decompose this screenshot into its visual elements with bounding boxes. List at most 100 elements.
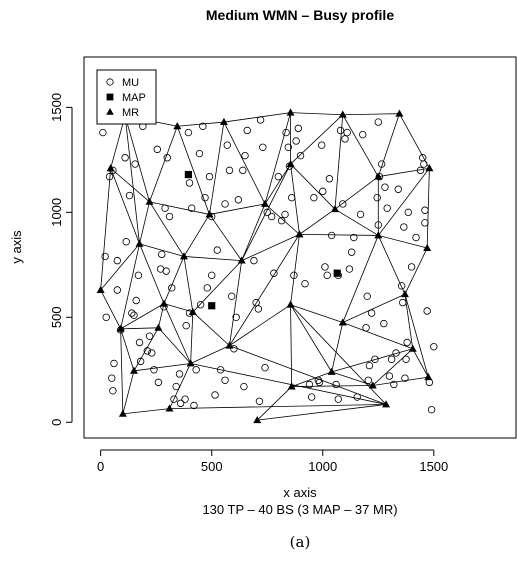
mu-point (255, 397, 264, 405)
mu-point (110, 359, 118, 368)
mesh-link (404, 247, 428, 295)
mesh-link (190, 312, 194, 364)
mu-point (122, 238, 130, 246)
mu-point (175, 370, 184, 378)
mu-point (284, 143, 293, 151)
mu-point (387, 355, 396, 363)
mu-point (350, 233, 358, 242)
mesh-link (342, 235, 379, 323)
mu-point (362, 324, 370, 332)
y-tick-label: 0 (49, 419, 64, 426)
mr-point (237, 256, 246, 264)
mesh-link (378, 235, 428, 249)
mu-point (182, 321, 190, 330)
mu-point (232, 313, 240, 321)
mu-point (343, 128, 351, 137)
mesh-link (290, 304, 387, 405)
mesh-link (331, 371, 373, 386)
legend-label: MU (122, 77, 139, 89)
mesh-link (100, 289, 122, 330)
mr-point (253, 415, 262, 424)
mesh-link (163, 303, 193, 313)
mesh-links (100, 112, 430, 421)
mr-point (186, 359, 195, 367)
mu-point (105, 172, 114, 181)
mesh-link (290, 234, 300, 305)
mu-point (294, 124, 303, 133)
mr-point (261, 199, 270, 207)
mu-point (371, 355, 379, 363)
mu-point (153, 145, 161, 154)
axes: 0 500 1000 1500 0 500 1000 1500 (49, 93, 448, 474)
mesh-link (209, 214, 243, 261)
mu-point (108, 374, 116, 382)
mu-point (377, 160, 386, 168)
mesh-link (241, 234, 300, 261)
mesh-link (399, 113, 430, 169)
legend-label: MAP (122, 92, 146, 104)
mu-point (394, 185, 402, 193)
mu-point (102, 313, 110, 321)
mu-point (121, 154, 129, 162)
mu-point (230, 345, 238, 353)
mesh-link (404, 294, 429, 378)
mesh-link (110, 167, 150, 203)
mu-point (315, 378, 324, 387)
mu-point (403, 338, 411, 347)
mesh-link (124, 115, 150, 202)
mesh-link (229, 345, 387, 405)
mu-point (341, 135, 349, 143)
mu-point (314, 376, 323, 384)
mu-point (132, 296, 140, 305)
mu-point (150, 366, 158, 374)
mu-point (184, 128, 193, 137)
mu-point (223, 141, 231, 149)
mu-point (176, 399, 185, 408)
mu-point (143, 347, 152, 355)
mr-point (179, 252, 188, 260)
mr-point (287, 382, 296, 390)
mesh-link (290, 163, 336, 210)
mesh-link (120, 328, 135, 371)
mr-point (154, 323, 163, 331)
mesh-link (169, 363, 191, 409)
mu-point (203, 284, 211, 292)
mu-point (412, 233, 420, 242)
mu-point (365, 361, 374, 370)
legend-label: MR (122, 107, 139, 119)
mu-point (252, 298, 260, 307)
mr-point (286, 300, 295, 308)
mu-point (270, 269, 278, 277)
mu-point (336, 126, 345, 135)
mu-point (364, 376, 372, 384)
mesh-link (257, 404, 387, 421)
mesh-link (100, 168, 112, 291)
mu-point (380, 319, 388, 328)
mesh-link (163, 256, 185, 304)
mu-point (334, 395, 343, 403)
mesh-link (163, 303, 191, 364)
mr-point (395, 109, 404, 117)
mu-point (170, 395, 178, 403)
mr-point (165, 404, 174, 412)
mu-point (148, 349, 156, 357)
mu-point (290, 271, 298, 280)
mesh-link (149, 201, 185, 257)
mesh-link (342, 113, 400, 116)
mu-point (399, 298, 407, 307)
mu-point (190, 401, 198, 410)
mesh-link (183, 214, 210, 257)
mesh-link (177, 121, 224, 127)
mu-point (254, 305, 263, 313)
mu-point (397, 282, 406, 290)
mesh-link (149, 126, 178, 202)
mesh-link (290, 304, 332, 373)
mesh-link (110, 115, 126, 169)
mu-point (216, 366, 225, 374)
mesh-link (342, 322, 413, 350)
mesh-link (256, 386, 292, 421)
mu-point (281, 210, 289, 219)
map-point (208, 302, 216, 310)
mesh-link (192, 260, 242, 313)
mu-point (363, 292, 371, 301)
